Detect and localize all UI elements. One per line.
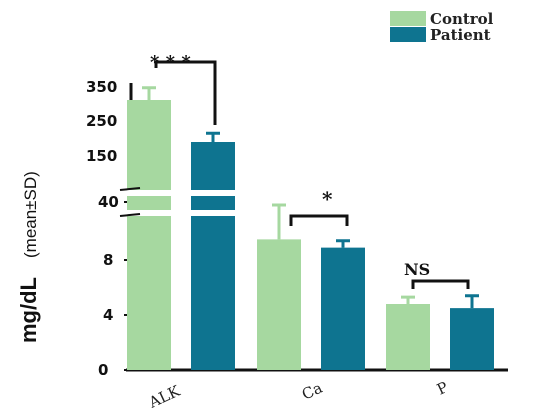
- sig-bracket-ca: [289, 214, 349, 226]
- y-tick-labels: 0 4 8 40 150 250 350: [86, 78, 131, 379]
- x-tick-labels: ALK Ca P: [145, 378, 451, 412]
- error-bar-patient-ca: [336, 239, 350, 248]
- error-bars: [142, 86, 479, 309]
- bar-control-alk: [127, 100, 171, 370]
- y-tick-0: 0: [98, 361, 108, 379]
- y-tick-break: 40: [98, 193, 119, 211]
- legend-swatch-patient: [390, 27, 426, 42]
- bar-control-p: [386, 304, 430, 370]
- y-tick-350: 350: [86, 78, 117, 96]
- axis-break-marks: [119, 187, 260, 217]
- error-bar-control-p: [401, 295, 415, 304]
- error-bar-control-alk: [142, 86, 156, 100]
- significance-annotations: * * * * NS: [150, 52, 470, 289]
- sig-label-ca: *: [322, 187, 333, 211]
- y-tick-8: 8: [103, 251, 113, 269]
- y-tick-150: 150: [86, 147, 117, 165]
- legend: Control Patient: [390, 10, 494, 44]
- x-tick-ca: Ca: [299, 379, 325, 404]
- y-axis-label-main: mg/dL: [16, 277, 41, 343]
- sig-bracket-alk: [154, 60, 217, 125]
- legend-label-control: Control: [430, 10, 494, 28]
- y-axis-label: mg/dL (mean±SD): [16, 171, 41, 343]
- bar-control-ca: [257, 239, 301, 370]
- bars: [127, 100, 494, 370]
- legend-swatch-control: [390, 11, 426, 26]
- sig-label-alk: * * *: [150, 52, 191, 73]
- legend-label-patient: Patient: [430, 26, 491, 44]
- x-tick-alk: ALK: [145, 381, 183, 412]
- bar-patient-ca: [321, 247, 365, 370]
- bar-patient-p: [450, 308, 494, 370]
- y-tick-250: 250: [86, 112, 117, 130]
- y-axis-label-sub: (mean±SD): [21, 171, 40, 258]
- bar-patient-alk: [191, 142, 235, 370]
- error-bar-patient-p: [465, 294, 479, 309]
- x-tick-p: P: [434, 378, 451, 399]
- sig-label-p: NS: [404, 260, 430, 279]
- y-tick-4: 4: [103, 306, 113, 324]
- error-bar-patient-alk: [206, 131, 220, 142]
- error-bar-control-ca: [272, 203, 286, 240]
- sig-bracket-p: [411, 279, 470, 289]
